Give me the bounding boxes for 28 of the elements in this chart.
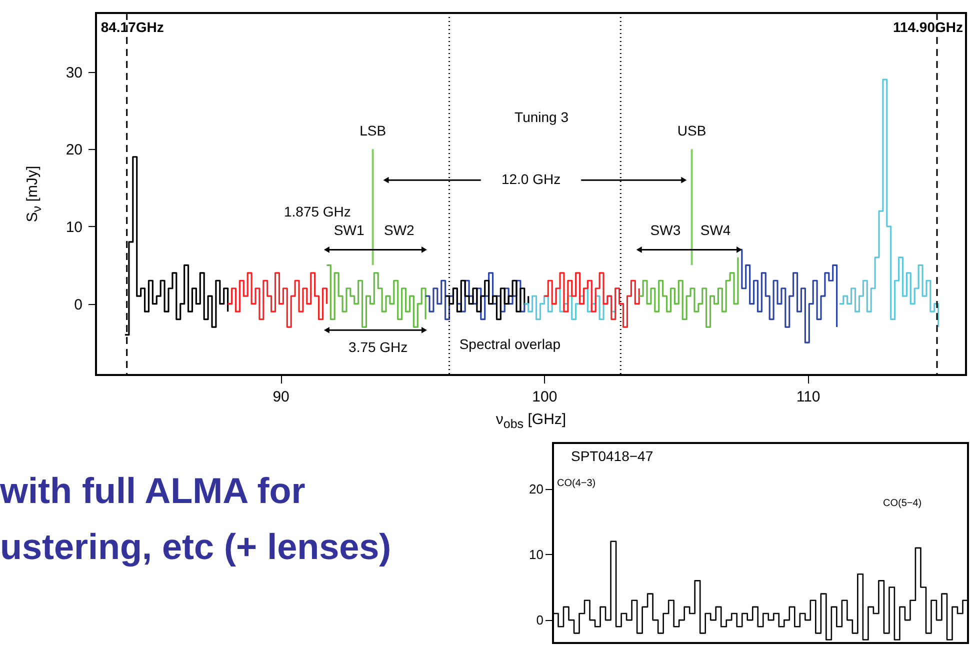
y-tick-label: 0 bbox=[74, 296, 82, 314]
x-tick-label: 110 bbox=[796, 388, 820, 406]
y-tick-label: 10 bbox=[66, 218, 82, 236]
y-tick-label: 10 bbox=[529, 546, 544, 562]
x-tick-label: 100 bbox=[532, 388, 558, 406]
ref-line-label: 84.17GHz bbox=[100, 19, 164, 35]
y-tick-label: 20 bbox=[66, 142, 82, 159]
annotation: SPT0418−47 bbox=[571, 448, 654, 464]
y-tick-label: 20 bbox=[529, 481, 544, 496]
annotation: Spectral overlap bbox=[459, 336, 561, 352]
annotation: SW4 bbox=[700, 222, 731, 238]
y-tick-label: 0 bbox=[536, 612, 544, 628]
annotation: SW1 bbox=[334, 222, 364, 238]
text: ustering, etc (+ lenses) bbox=[0, 526, 392, 568]
annotation: 3.75 GHz bbox=[348, 338, 408, 355]
annotation: SW2 bbox=[384, 222, 415, 238]
annotation: CO(5−4) bbox=[883, 498, 922, 509]
x-tick-label: 90 bbox=[272, 388, 290, 406]
annotation: LSB bbox=[360, 122, 386, 138]
annotation: 1.875 GHz bbox=[284, 204, 351, 220]
annotation: 12.0 GHz bbox=[501, 171, 561, 188]
annotation: Tuning 3 bbox=[514, 109, 569, 126]
y-tick-label: 30 bbox=[66, 64, 82, 82]
annotation: USB bbox=[677, 122, 706, 138]
annotation: SW3 bbox=[650, 222, 681, 238]
x-axis-title: ν$_{obs}$ [GHz] bbox=[494, 411, 568, 431]
annotation: CO(4−3) bbox=[557, 478, 596, 489]
ref-line-label: 114.90GHz bbox=[892, 19, 963, 35]
